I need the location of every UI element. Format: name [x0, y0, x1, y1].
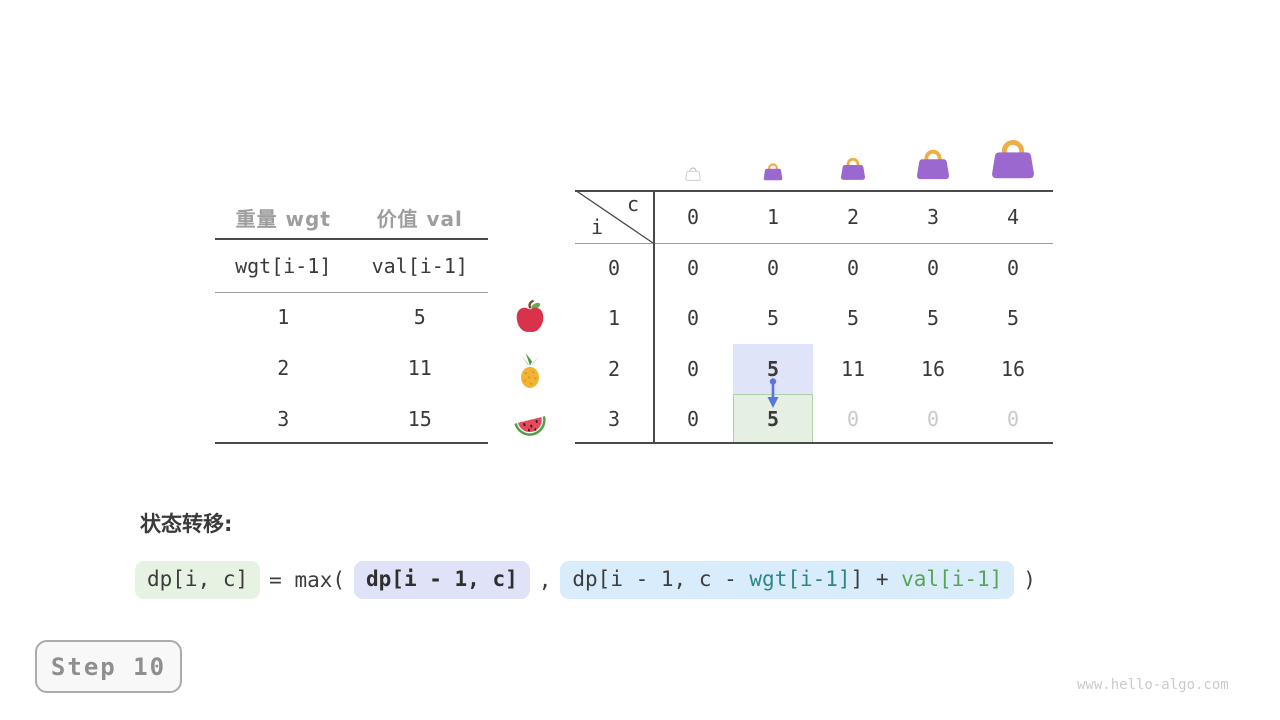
bag-medium-icon — [840, 157, 866, 180]
dp-table: c i 0 1 2 3 4 0 0 0 0 0 0 1 0 5 5 5 5 2 … — [575, 190, 1053, 444]
item-value: 11 — [407, 355, 432, 380]
dp-col-header: 0 — [686, 204, 700, 229]
transition-label: 状态转移: — [140, 512, 233, 536]
formula-separator: , — [538, 568, 552, 592]
formula-arg2: dp[i - 1, c - wgt[i-1]] + val[i-1] — [560, 561, 1015, 599]
watermark: www.hello-algo.com — [1077, 677, 1229, 693]
items-table-rule-mid — [215, 292, 488, 293]
dp-col-header: 1 — [766, 204, 780, 229]
dp-cell: 0 — [686, 256, 700, 281]
dp-col-variable: c — [626, 192, 639, 216]
pineapple-icon — [516, 353, 544, 388]
dp-cell: 5 — [846, 306, 860, 331]
dp-row-header: 2 — [607, 356, 621, 381]
item-weight: 1 — [277, 305, 290, 330]
dp-cell: 16 — [1000, 356, 1026, 381]
dp-cell: 0 — [926, 406, 940, 431]
dp-cell: 5 — [1006, 306, 1020, 331]
bag-empty-icon — [685, 167, 701, 181]
items-col-header-weight: 重量 wgt — [235, 207, 331, 231]
dp-col-header: 4 — [1006, 204, 1020, 229]
dp-cell: 5 — [926, 306, 940, 331]
bag-xlarge-icon — [992, 139, 1034, 179]
formula-val-term: val[i-1] — [901, 567, 1003, 592]
items-var-wgt: wgt[i-1] — [235, 254, 332, 278]
dp-table-rule-bottom — [575, 442, 1053, 444]
formula-close-paren: ) — [1023, 568, 1036, 592]
dp-cell: 0 — [686, 356, 700, 381]
corner-diagonal-line — [575, 190, 653, 243]
dp-cell: 16 — [920, 356, 946, 381]
item-value: 15 — [407, 406, 432, 431]
dp-cell: 0 — [926, 256, 940, 281]
step-badge: Step 10 — [35, 640, 182, 693]
dp-col-header: 2 — [846, 204, 860, 229]
dp-cell: 0 — [1006, 256, 1020, 281]
formula-wgt-term: wgt[i-1] — [749, 567, 851, 592]
items-var-val: val[i-1] — [371, 254, 468, 278]
bag-large-icon — [916, 149, 950, 180]
bag-small-icon — [763, 163, 783, 181]
items-table: 重量 wgt 价值 val wgt[i-1] val[i-1] 1 5 2 11… — [215, 195, 488, 444]
dp-corner-cell: c i — [575, 190, 653, 243]
transition-formula: dp[i, c] = max( dp[i - 1, c] , dp[i - 1,… — [135, 559, 1036, 601]
item-weight: 3 — [277, 406, 290, 431]
formula-arg2-mid: ] + — [850, 567, 902, 592]
items-col-header-value: 价值 val — [376, 207, 463, 231]
item-weight: 2 — [277, 355, 290, 380]
formula-operator: = max( — [269, 568, 346, 592]
dp-cell: 0 — [686, 406, 700, 431]
dp-row-header: 3 — [607, 406, 621, 431]
items-table-rule-top — [215, 238, 488, 240]
dp-cell: 5 — [766, 306, 780, 331]
formula-lhs: dp[i, c] — [135, 561, 261, 599]
transition-arrow-icon — [767, 378, 779, 408]
dp-cell: 0 — [846, 406, 860, 431]
dp-cell: 0 — [766, 256, 780, 281]
dp-col-header: 3 — [926, 204, 940, 229]
items-table-rule-bottom — [215, 442, 488, 444]
dp-row-header: 0 — [607, 256, 621, 281]
dp-table-rule-header — [575, 242, 1053, 244]
apple-icon — [516, 299, 544, 332]
formula-arg1: dp[i - 1, c] — [354, 561, 530, 599]
dp-cell: 0 — [686, 306, 700, 331]
dp-cell: 11 — [840, 356, 866, 381]
item-value: 5 — [413, 305, 426, 330]
watermelon-icon — [514, 416, 546, 436]
dp-cell-highlight-target: 5 — [733, 393, 813, 444]
dp-row-header: 1 — [607, 306, 621, 331]
dp-table-rule-vertical — [653, 190, 655, 444]
dp-cell: 0 — [1006, 406, 1020, 431]
dp-row-variable: i — [591, 215, 604, 239]
dp-table-rule-top — [575, 190, 1053, 192]
formula-arg2-prefix: dp[i - 1, c - — [572, 567, 750, 592]
dp-cell: 0 — [846, 256, 860, 281]
